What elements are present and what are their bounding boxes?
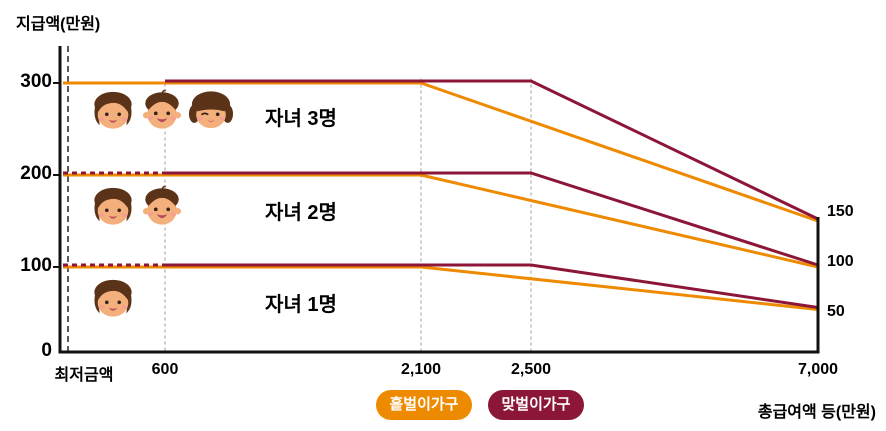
legend-pill-single-income: 홑벌이가구 <box>376 390 472 420</box>
x-axis-title: 총급여액 등(만원) <box>757 404 876 421</box>
boy-face-icon <box>142 185 182 226</box>
y-tick-label-100: 100 <box>20 255 52 276</box>
right-value-label-150: 150 <box>827 203 854 220</box>
series-lines <box>63 79 819 311</box>
series-line-자녀 3명-맞벌이가구 <box>165 79 819 221</box>
group-label-1-child: 자녀 1명 <box>265 294 337 316</box>
girl-face-icon <box>94 91 132 129</box>
series-line-자녀 1명-맞벌이가구 <box>165 263 819 309</box>
x-tick-label-600: 600 <box>151 361 179 378</box>
girl-face-icon <box>94 279 132 317</box>
x-tick-label-2100: 2,100 <box>400 361 442 378</box>
group-label-3-children: 자녀 3명 <box>265 108 337 130</box>
y-axis-title: 지급액(만원) <box>16 16 101 33</box>
legend-pill-dual-income: 맞벌이가구 <box>488 390 584 420</box>
right-value-label-50: 50 <box>827 303 845 320</box>
x-tick-label-2500: 2,500 <box>510 361 552 378</box>
series-line-자녀 1명-홑벌이가구 <box>63 265 819 311</box>
y-tick-label-200: 200 <box>20 163 52 184</box>
series-line-자녀 2명-홑벌이가구 <box>63 173 819 269</box>
y-tick-label-300: 300 <box>20 71 52 92</box>
boy-face-icon <box>142 89 182 130</box>
right-value-label-100: 100 <box>827 253 854 270</box>
child-face-icons <box>94 89 234 317</box>
x-tick-label-7000: 7,000 <box>797 361 839 378</box>
series-line-자녀 3명-홑벌이가구 <box>63 81 819 223</box>
girl-face-icon <box>94 187 132 225</box>
winking-girl-face-icon <box>188 90 234 130</box>
x-tick-label-minimum-amount: 최저금액 <box>54 367 114 384</box>
axes <box>53 46 820 354</box>
y-tick-label-0: 0 <box>41 340 52 361</box>
group-label-2-children: 자녀 2명 <box>265 202 337 224</box>
series-line-자녀 2명-맞벌이가구 <box>165 171 819 267</box>
